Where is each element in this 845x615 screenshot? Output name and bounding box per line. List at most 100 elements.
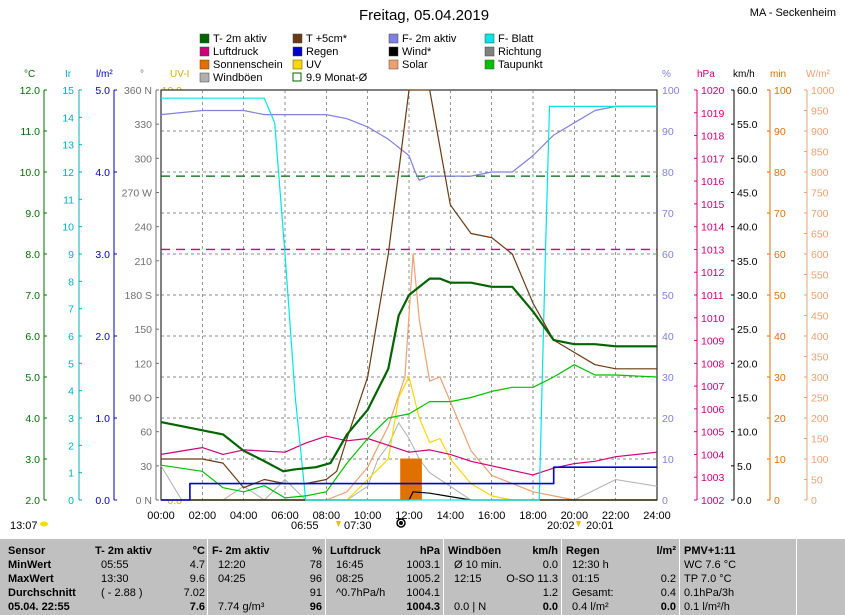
summary-cell-label: 01:15 (572, 573, 600, 585)
legend-label: T- 2m aktiv (213, 33, 267, 45)
tick-label: 25.0 (737, 324, 758, 336)
tick-label: 650 (811, 229, 829, 241)
tick-label: 6.0 (25, 331, 40, 343)
tick-label: 450 (811, 311, 829, 323)
column-separator (679, 539, 680, 615)
tick-label: 1014 (701, 222, 725, 234)
x-tick-label: 06:00 (271, 510, 299, 522)
summary-cell-value: 1005.2 (406, 573, 440, 585)
tick-label: 1008 (701, 358, 725, 370)
tick-label: 1000 (811, 85, 835, 97)
summary-cell-value: WC 7.6 °C (684, 559, 737, 571)
tick-label: 200 (811, 413, 829, 425)
summary-cell-value: 1004.3 (406, 601, 440, 613)
sun-icon (40, 521, 48, 527)
legend-label: Taupunkt (498, 59, 543, 71)
summary-header: Sensor (8, 545, 46, 557)
tick-label: 1017 (701, 153, 725, 165)
sunset-icon (576, 521, 581, 527)
legend-swatch (292, 72, 302, 82)
summary-row-label: MaxWert (8, 573, 54, 585)
tick-label: 850 (811, 147, 829, 159)
tick-label: 11.0 (20, 126, 40, 138)
series-t-2m-aktiv (160, 277, 657, 473)
summary-header: F- 2m aktiv (212, 545, 270, 557)
tick-label: 210 (134, 256, 152, 268)
tick-label: 9.0 (25, 208, 40, 220)
tick-label: 1010 (701, 313, 725, 325)
tick-label: 100 (774, 85, 792, 97)
summary-cell-value: O-SO 11.3 (506, 573, 558, 585)
tick-label: 30.0 (737, 290, 758, 302)
x-tick-label: 24:00 (643, 510, 671, 522)
tick-label: 10 (774, 454, 786, 466)
legend-label: F- 2m aktiv (402, 33, 457, 45)
legend-swatch (199, 33, 210, 44)
tick-label: 12 (62, 167, 74, 179)
legend-label: F- Blatt (498, 33, 533, 45)
legend-label: T +5cm* (306, 33, 348, 45)
tick-label: 5.0 (25, 372, 40, 384)
summary-unit: °C (192, 545, 205, 557)
summary-column: Sensor MinWert MaxWert Durchschnitt 05.04. 2… (8, 539, 88, 615)
legend-swatch (292, 46, 303, 57)
summary-column: Windböen km/h Ø 10 min. 0.0 12:15 O-SO 11.3 1.… (448, 539, 558, 615)
tick-label: 1019 (701, 108, 725, 120)
tick-label: 1 (68, 468, 74, 480)
series-uv (161, 376, 657, 501)
axis-unit: UV-I (170, 69, 189, 80)
x-tick-label: 08:00 (313, 510, 341, 522)
tick-label: 5.0 (737, 461, 752, 473)
summary-header: T- 2m aktiv (95, 545, 152, 557)
axis-unit: ° (140, 69, 144, 80)
series-solar (161, 253, 657, 501)
summary-header: Windböen (448, 545, 502, 557)
tick-label: 0.0 (737, 495, 752, 507)
summary-row-label: MinWert (8, 559, 52, 571)
summary-unit: km/h (532, 545, 558, 557)
tick-label: 2.0 (95, 331, 110, 343)
legend-label: Sonnenschein (213, 59, 283, 71)
tick-label: 50 (774, 290, 786, 302)
x-tick-label: 10:00 (354, 510, 382, 522)
tick-label: 50 (811, 475, 823, 487)
tick-label: 5.0 (95, 85, 110, 97)
tick-label: 330 (134, 119, 152, 131)
tick-label: 300 (811, 372, 829, 384)
tick-label: 360 N (124, 85, 152, 97)
summary-column: Regen l/m² 12:30 h 01:15 0.2 Gesamt: 0.4 0.4 l/… (566, 539, 676, 615)
tick-label: 50.0 (737, 153, 758, 165)
tick-label: 150 (134, 324, 152, 336)
column-separator (561, 539, 562, 615)
tick-label: 1004 (701, 449, 725, 461)
tick-label: 20.0 (737, 358, 758, 370)
summary-column: Luftdruck hPa 16:45 1003.1 08:25 1005.2 ^0.7hP… (330, 539, 440, 615)
tick-label: 250 (811, 393, 829, 405)
tick-label: 9 (68, 249, 74, 261)
summary-cell-label: 7.74 g/m³ (218, 601, 265, 613)
column-separator (443, 539, 444, 615)
tick-label: 1005 (701, 427, 725, 439)
tick-label: 12.0 (20, 85, 41, 97)
axis-unit: W/m² (806, 69, 831, 80)
tick-label: 90 O (129, 393, 152, 405)
legend-label: Windböen (213, 72, 263, 84)
tick-label: 60 (774, 249, 786, 261)
tick-label: 45.0 (737, 188, 758, 200)
summary-cell-value: 0.0 (660, 601, 676, 613)
tick-label: 0 N (136, 495, 152, 507)
summary-cell-label: 12:15 (454, 573, 482, 585)
legend-label: 9.9 Monat-Ø (306, 72, 368, 84)
sunset-time: 20:01 (586, 520, 614, 532)
legend-swatch (199, 46, 210, 57)
moon-icon (399, 521, 403, 525)
tick-label: 30 (140, 461, 152, 473)
tick-label: 750 (811, 188, 829, 200)
series-regen (161, 466, 657, 501)
tick-label: 4.0 (25, 413, 40, 425)
tick-label: 0.0 (95, 495, 110, 507)
tick-label: 1018 (701, 131, 725, 143)
tick-label: 120 (134, 358, 152, 370)
legend-swatch (199, 59, 210, 70)
summary-cell-value: 1004.1 (406, 587, 440, 599)
